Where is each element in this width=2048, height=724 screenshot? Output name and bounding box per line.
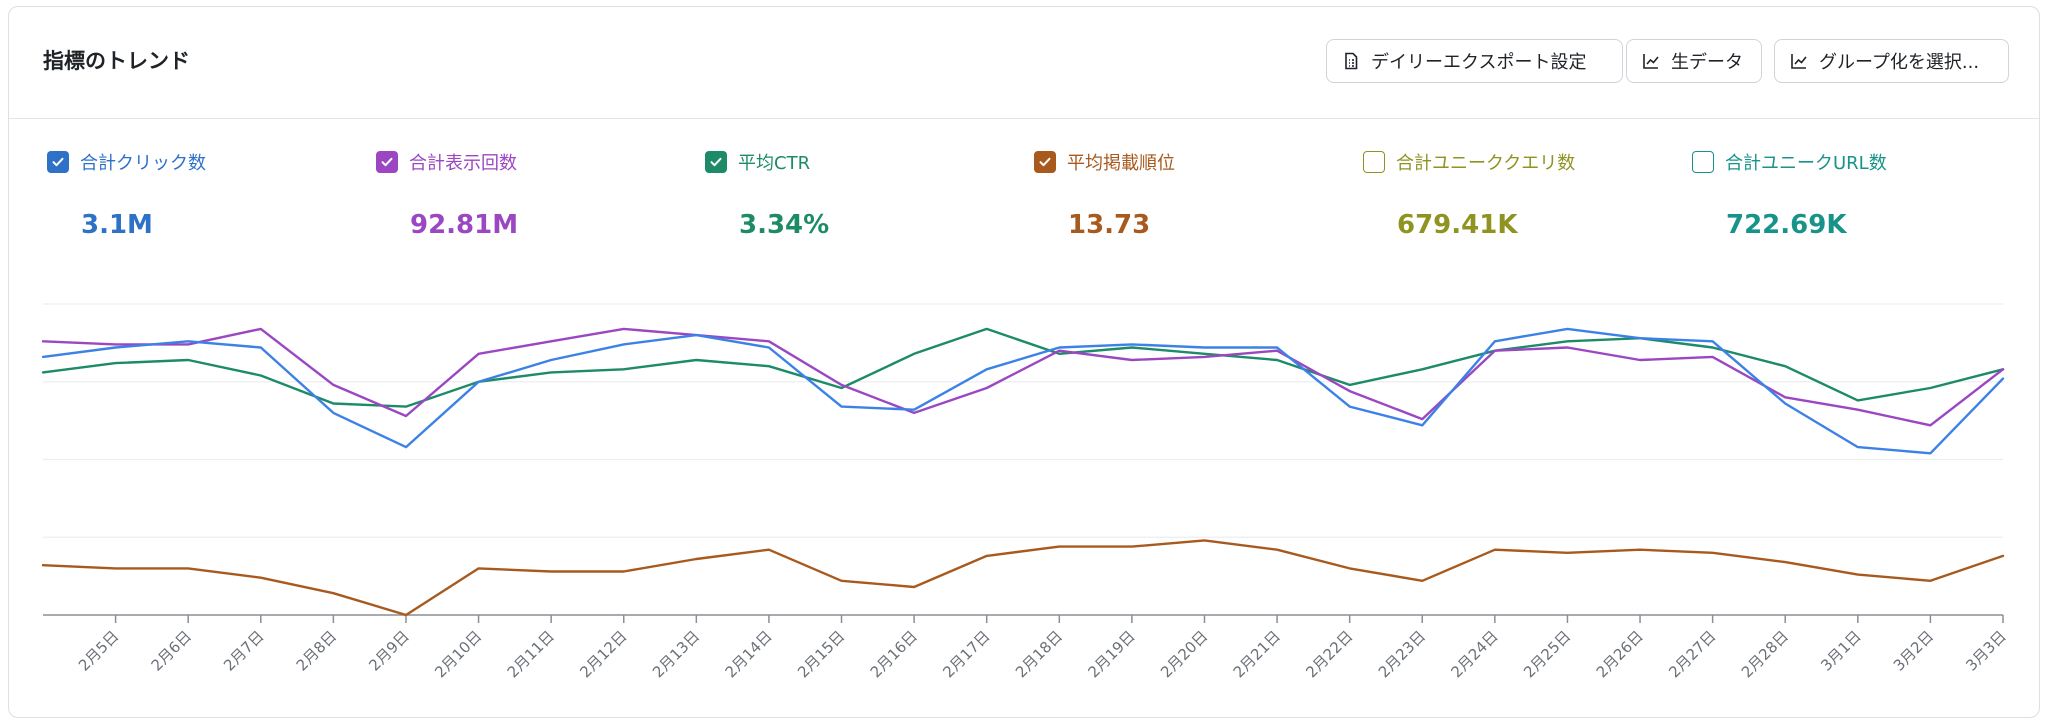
x-tick-label: 3月1日 [1817,627,1864,674]
x-tick-label: 2月9日 [365,627,412,674]
x-tick-label: 2月16日 [867,627,921,681]
card-header: 指標のトレンド デイリーエクスポート設定 生データ [9,7,2039,119]
checkbox-checked[interactable] [47,151,69,173]
x-tick-label: 2月10日 [431,627,485,681]
x-tick-label: 2月27日 [1665,627,1719,681]
checkbox-checked[interactable] [705,151,727,173]
series-line [41,327,2005,408]
metric-label: 合計表示回数 [409,153,517,174]
raw-data-label: 生データ [1671,52,1743,73]
raw-data-button[interactable]: 生データ [1626,39,1762,83]
x-tick-label: 2月18日 [1012,627,1066,681]
series-line [41,327,2005,455]
x-tick-label: 2月15日 [794,627,848,681]
x-tick-label: 2月20日 [1157,627,1211,681]
x-tick-label: 2月7日 [220,627,267,674]
series-line [41,327,2005,427]
metric-label: 平均掲載順位 [1067,153,1175,174]
document-icon [1341,51,1361,71]
checkbox-unchecked[interactable] [1363,151,1385,173]
metric-label: 合計ユニーククエリ数 [1396,153,1576,174]
metric-item: 合計ユニーククエリ数 679.41K [1363,150,1683,240]
x-tick-label: 2月13日 [649,627,703,681]
checkbox-unchecked[interactable] [1692,151,1714,173]
x-tick-label: 2月12日 [576,627,630,681]
x-tick-label: 2月24日 [1447,627,1501,681]
metric-label: 平均CTR [738,153,811,174]
x-tick-label: 2月23日 [1375,627,1429,681]
x-tick-label: 2月17日 [939,627,993,681]
group-by-select-button[interactable]: グループ化を選択... [1774,39,2009,83]
checkbox-checked[interactable] [1034,151,1056,173]
metric-value: 679.41K [1397,210,1518,240]
metric-item: 合計クリック数 3.1M [47,150,367,240]
x-tick-label: 2月26日 [1593,627,1647,681]
x-tick-label: 2月21日 [1230,627,1284,681]
x-tick-label: 2月28日 [1738,627,1792,681]
metric-label: 合計クリック数 [80,153,206,174]
x-tick-label: 2月11日 [504,627,558,681]
metric-toggle[interactable]: 合計表示回数 [376,150,696,174]
metric-value: 13.73 [1068,210,1151,240]
metric-value: 3.34% [739,210,830,240]
x-tick-label: 3月3日 [1962,627,2009,674]
metric-item: 平均掲載順位 13.73 [1034,150,1354,240]
card-title: 指標のトレンド [43,49,190,73]
x-tick-label: 2月5日 [75,627,122,674]
x-tick-label: 2月8日 [293,627,340,674]
line-chart-icon [1641,51,1661,71]
x-tick-label: 2月6日 [148,627,195,674]
metric-value: 722.69K [1726,210,1847,240]
x-tick-label: 2月25日 [1520,627,1574,681]
daily-export-settings-label: デイリーエクスポート設定 [1371,52,1587,73]
metric-value: 92.81M [410,210,519,240]
metric-toggle[interactable]: 平均CTR [705,150,1025,174]
metric-trend-card: 指標のトレンド デイリーエクスポート設定 生データ [8,6,2040,718]
x-tick-label: 3月2日 [1890,627,1937,674]
metric-toggle[interactable]: 合計ユニーククエリ数 [1363,150,1683,174]
series-line [41,539,2005,617]
checkbox-checked[interactable] [376,151,398,173]
x-tick-label: 2月22日 [1302,627,1356,681]
metric-item: 合計ユニークURL数 722.69K [1692,150,2012,240]
line-chart-icon [1789,51,1809,71]
metric-item: 平均CTR 3.34% [705,150,1025,240]
metric-item: 合計表示回数 92.81M [376,150,696,240]
group-by-select-label: グループ化を選択... [1819,52,1980,73]
metric-toggle[interactable]: 合計クリック数 [47,150,367,174]
daily-export-settings-button[interactable]: デイリーエクスポート設定 [1326,39,1623,83]
metric-toggle[interactable]: 合計ユニークURL数 [1692,150,2012,174]
metric-toggle[interactable]: 平均掲載順位 [1034,150,1354,174]
x-tick-label: 2月14日 [722,627,776,681]
metric-label: 合計ユニークURL数 [1725,153,1887,174]
x-tick-label: 2月19日 [1085,627,1139,681]
metric-value: 3.1M [81,210,153,240]
